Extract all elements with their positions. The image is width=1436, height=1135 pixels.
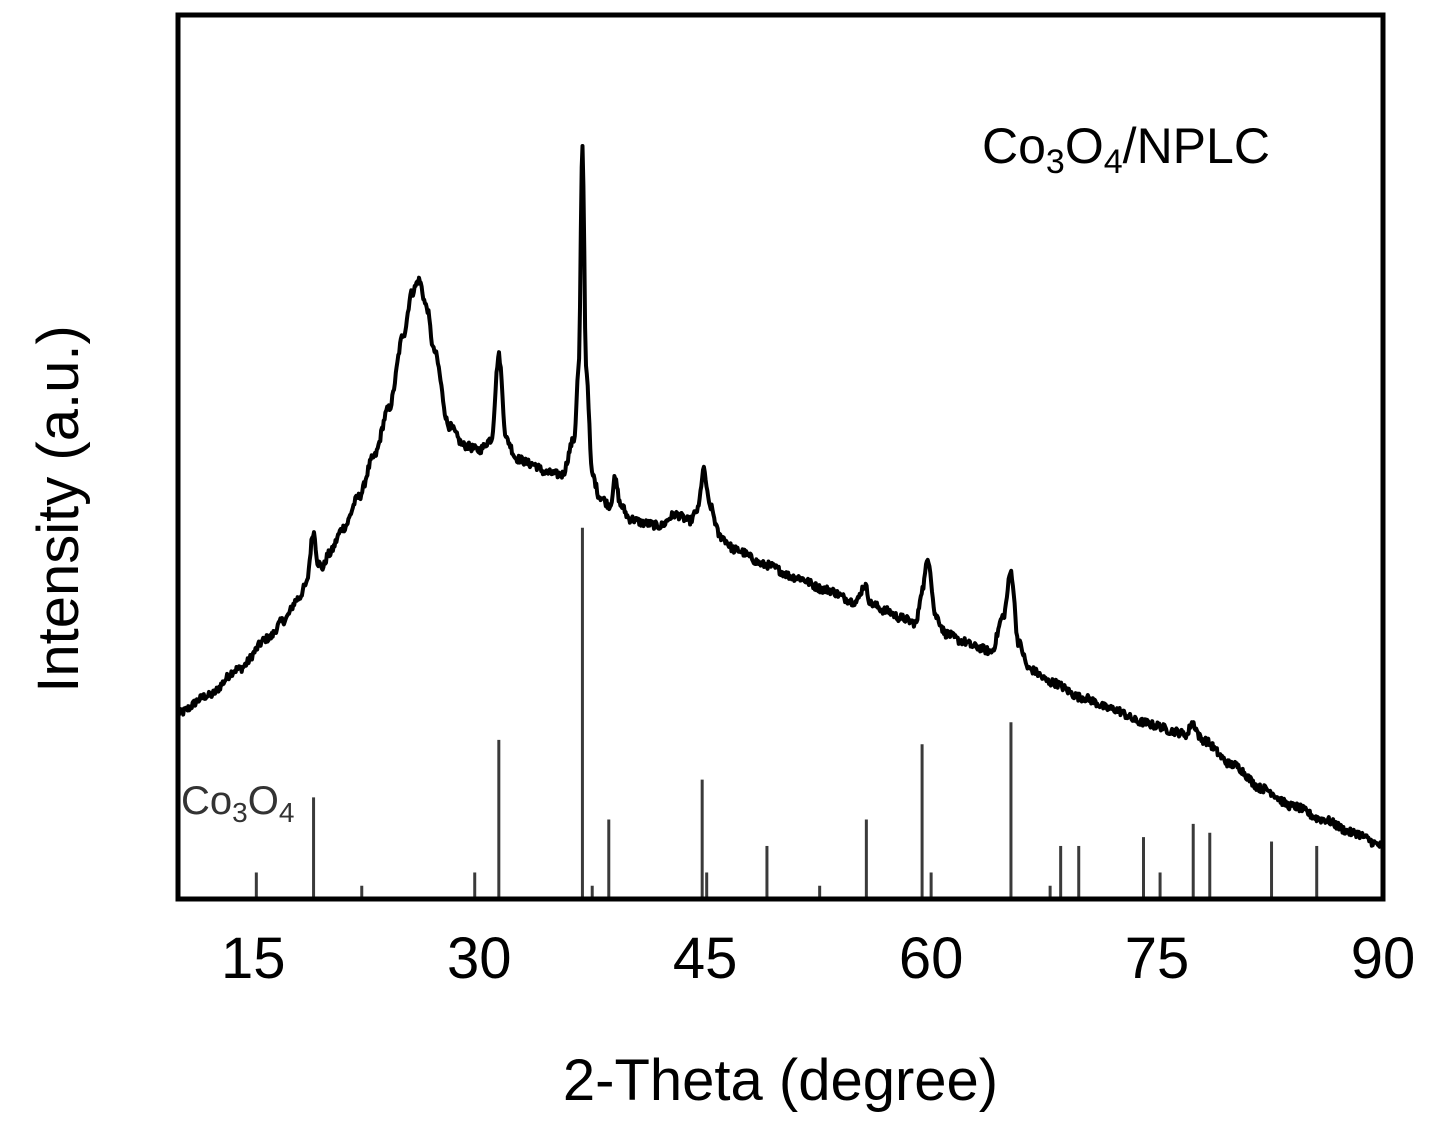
sample-annotation-subscript: 4 xyxy=(1104,143,1123,181)
x-tick-label: 75 xyxy=(1125,926,1190,991)
plot-area xyxy=(178,146,1383,899)
x-tick-label: 30 xyxy=(447,926,512,991)
x-axis-title: 2-Theta (degree) xyxy=(563,1048,998,1113)
sample-annotation-part: Co xyxy=(982,118,1046,174)
x-axis-ticks: 15 30 45 60 75 90 xyxy=(221,926,1415,991)
y-axis-title: Intensity (a.u.) xyxy=(26,325,91,692)
reference-annotation-subscript: 3 xyxy=(232,797,248,828)
x-tick-label: 90 xyxy=(1351,926,1416,991)
x-tick-label: 60 xyxy=(899,926,964,991)
xrd-pattern-line xyxy=(178,146,1383,847)
sample-annotation: Co3O4/NPLC xyxy=(982,118,1270,181)
reference-annotation: Co3O4 xyxy=(181,779,294,828)
x-tick-label: 45 xyxy=(673,926,738,991)
sample-annotation-part: O xyxy=(1065,118,1104,174)
reference-annotation-part: Co xyxy=(181,779,232,823)
x-tick-label: 15 xyxy=(221,926,286,991)
sample-annotation-subscript: 3 xyxy=(1046,143,1065,181)
sample-annotation-part: /NPLC xyxy=(1123,118,1270,174)
reference-annotation-part: O xyxy=(248,779,279,823)
reference-annotation-subscript: 4 xyxy=(279,797,295,828)
